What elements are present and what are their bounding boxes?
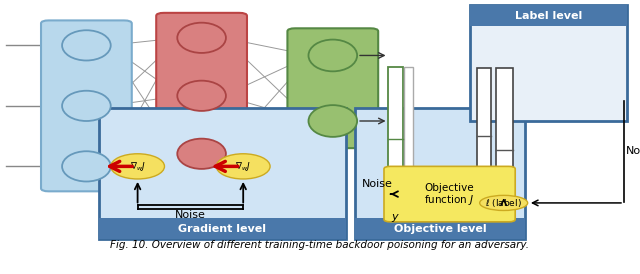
Text: Noise: Noise [362,179,392,189]
Text: Noise: Noise [175,210,206,221]
Bar [99,109,346,239]
Text: $y$: $y$ [391,212,400,224]
Text: Objective level: Objective level [394,224,486,234]
Bar [496,68,513,204]
Bar [99,218,346,239]
FancyBboxPatch shape [41,21,132,191]
Ellipse shape [177,23,226,53]
Ellipse shape [62,91,111,121]
Bar [470,5,627,27]
Text: Fig. 10. Overview of different training-time backdoor poisoning for an adversary: Fig. 10. Overview of different training-… [111,239,529,250]
Bar [477,68,491,204]
Bar [355,218,525,239]
Bar [404,67,413,203]
Text: Noise: Noise [626,146,640,156]
Bar [470,5,627,121]
FancyBboxPatch shape [156,13,247,179]
Ellipse shape [62,30,111,61]
Text: $\nabla_w J$: $\nabla_w J$ [236,160,251,173]
Text: $\ell$ (label): $\ell$ (label) [485,197,522,209]
Ellipse shape [480,195,528,210]
Ellipse shape [308,105,357,137]
Ellipse shape [111,154,164,179]
Ellipse shape [308,39,357,71]
FancyBboxPatch shape [287,28,378,148]
Text: Gradient level: Gradient level [179,224,266,234]
Bar [388,67,403,203]
Text: function $J$: function $J$ [424,193,475,207]
Bar [355,109,525,239]
Ellipse shape [177,81,226,111]
FancyBboxPatch shape [384,166,515,222]
Text: Objective: Objective [425,183,474,193]
Text: $\nabla_w J$: $\nabla_w J$ [130,160,145,173]
Ellipse shape [62,151,111,181]
Ellipse shape [216,154,270,179]
Ellipse shape [177,139,226,169]
Text: Label level: Label level [515,11,582,21]
